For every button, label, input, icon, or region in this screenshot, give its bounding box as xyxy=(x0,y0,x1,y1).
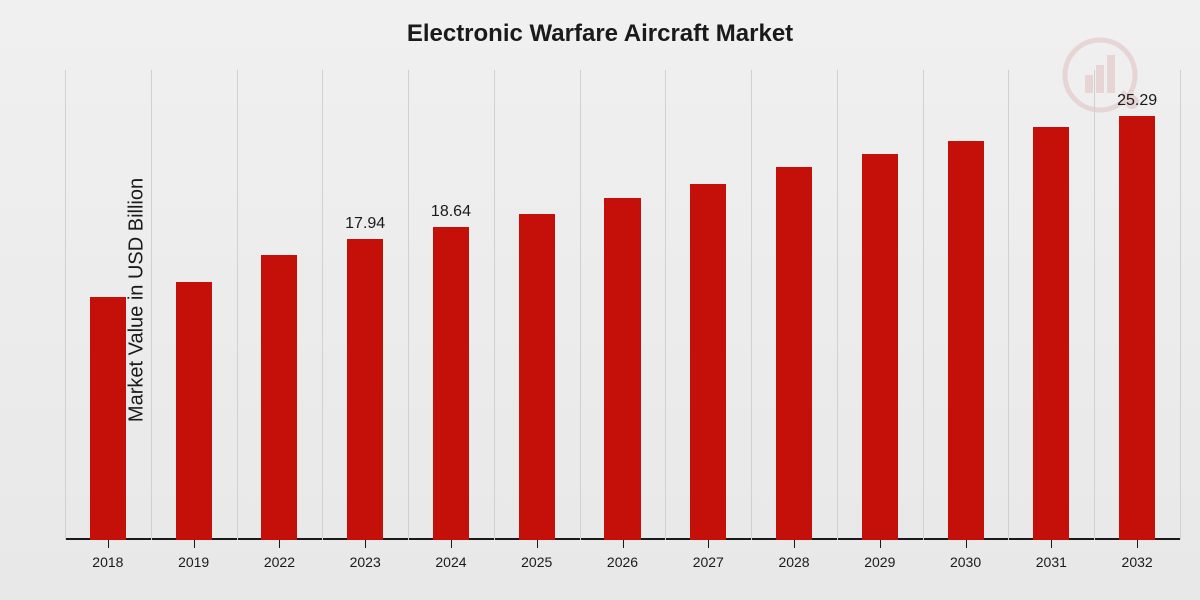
bar xyxy=(1033,127,1069,540)
x-tick-label: 2019 xyxy=(164,554,224,570)
x-tick-label: 2028 xyxy=(764,554,824,570)
bar xyxy=(90,297,126,540)
gridline xyxy=(665,70,666,540)
x-tick-mark xyxy=(880,540,881,548)
bar-value-label: 18.64 xyxy=(421,203,481,221)
bar xyxy=(690,184,726,540)
x-tick-label: 2029 xyxy=(850,554,910,570)
bar xyxy=(862,154,898,540)
x-tick-label: 2023 xyxy=(335,554,395,570)
x-tick-label: 2024 xyxy=(421,554,481,570)
x-tick-label: 2025 xyxy=(507,554,567,570)
gridline xyxy=(408,70,409,540)
gridline xyxy=(65,70,66,540)
gridline xyxy=(1180,70,1181,540)
gridline xyxy=(151,70,152,540)
x-tick-mark xyxy=(708,540,709,548)
bar xyxy=(948,141,984,541)
x-tick-mark xyxy=(623,540,624,548)
gridline xyxy=(751,70,752,540)
x-tick-label: 2027 xyxy=(678,554,738,570)
bar-value-label: 17.94 xyxy=(335,215,395,233)
gridline xyxy=(494,70,495,540)
bar xyxy=(433,227,469,540)
bar xyxy=(347,239,383,540)
gridline xyxy=(322,70,323,540)
x-tick-mark xyxy=(279,540,280,548)
x-tick-mark xyxy=(365,540,366,548)
bar xyxy=(176,282,212,541)
gridline xyxy=(237,70,238,540)
x-tick-mark xyxy=(966,540,967,548)
plot-area: 201820192022202317.94202418.642025202620… xyxy=(65,70,1180,540)
bar xyxy=(519,214,555,540)
x-tick-mark xyxy=(537,540,538,548)
x-tick-mark xyxy=(451,540,452,548)
x-tick-mark xyxy=(194,540,195,548)
chart-container: Electronic Warfare Aircraft Market Marke… xyxy=(0,0,1200,600)
x-tick-mark xyxy=(1051,540,1052,548)
bar xyxy=(604,198,640,540)
bar xyxy=(1119,116,1155,541)
chart-title: Electronic Warfare Aircraft Market xyxy=(407,20,793,48)
gridline xyxy=(1008,70,1009,540)
gridline xyxy=(1094,70,1095,540)
x-tick-label: 2030 xyxy=(936,554,996,570)
bar xyxy=(776,167,812,540)
bar-value-label: 25.29 xyxy=(1107,92,1167,110)
gridline xyxy=(580,70,581,540)
x-tick-label: 2018 xyxy=(78,554,138,570)
x-tick-label: 2022 xyxy=(249,554,309,570)
x-tick-label: 2032 xyxy=(1107,554,1167,570)
x-tick-mark xyxy=(1137,540,1138,548)
x-tick-mark xyxy=(794,540,795,548)
x-tick-label: 2026 xyxy=(593,554,653,570)
gridline xyxy=(837,70,838,540)
x-tick-mark xyxy=(108,540,109,548)
x-tick-label: 2031 xyxy=(1021,554,1081,570)
bar xyxy=(261,255,297,540)
gridline xyxy=(923,70,924,540)
